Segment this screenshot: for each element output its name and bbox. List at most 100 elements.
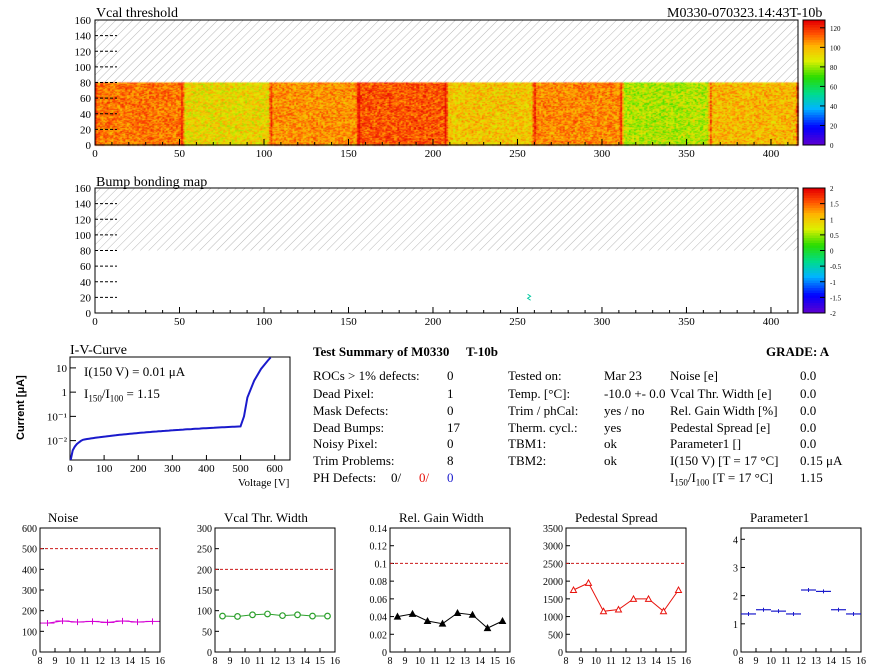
colorbar-band [803,230,825,234]
y-tick-label: 80 [80,246,92,258]
colorbar-band [803,110,825,113]
colorbar-band [803,135,825,138]
colorbar-tick-label: 60 [830,83,838,91]
data-point [629,594,638,602]
colorbar-band [803,225,825,229]
y-tick-label: 250 [197,545,212,556]
colorbar-band [803,107,825,111]
colorbar-band [803,100,825,103]
y-tick-label: 600 [22,524,37,535]
summary-value: 0.15 μA [800,453,843,468]
colorbar-band [803,278,825,281]
colorbar-band [803,253,825,256]
colorbar-band [803,75,825,78]
colorbar-tick-label: 20 [830,122,838,130]
colorbar-band [803,32,825,36]
colorbar-band [803,132,825,136]
summary-label: Dead Bumps: [313,420,385,435]
colorbar-band [803,52,825,56]
y-tick-label: 100 [22,627,37,638]
colorbar-band [803,285,825,289]
series-line [573,582,679,613]
y-tick-label: 150 [197,586,212,597]
colorbar-band [803,127,825,131]
y-tick-label: 60 [80,261,92,273]
colorbar-tick-label: 40 [830,103,838,111]
summary-label: Trim Problems: [313,453,395,468]
x-tick-label: 9 [228,656,233,667]
data-point [453,608,462,617]
chart-frame [39,527,161,653]
x-tick-label: 12 [796,656,806,667]
colorbar-band [803,115,825,118]
y-tick-label: 0 [32,648,37,659]
colorbar-band [803,50,825,53]
colorbar-band [803,82,825,86]
y-tick-label: 20 [80,292,92,304]
data-point [294,611,301,619]
x-tick-label: 12 [270,656,280,667]
colorbar-band [803,57,825,61]
y-tick-label: 3 [733,563,738,574]
data-point [279,612,286,620]
y-tick-label: 400 [22,565,37,576]
colorbar-band [803,45,825,48]
x-tick-label: 15 [315,656,325,667]
colorbar-band [803,210,825,214]
x-tick-label: 150 [340,316,357,328]
summary-value: ok [604,436,617,451]
y-tick-label: 100 [197,607,212,618]
iv-y-tick-label: 1 [62,387,68,399]
y-tick-label: 0.02 [370,630,388,641]
data-point [674,585,683,593]
summary-label: Vcal Thr. Width [e] [670,386,772,401]
colorbar-band [803,208,825,211]
summary-value: 0.0 [800,368,817,383]
colorbar-tick-label: -0.5 [830,263,842,271]
colorbar-band [803,188,825,191]
iv-x-tick-label: 200 [130,463,147,475]
summary-label: Therm. cycl.: [508,420,578,435]
bump-defect-mark [526,293,532,301]
y-tick-label: 0 [558,648,563,659]
x-tick-label: 8 [38,656,43,667]
colorbar-band [803,92,825,96]
colorbar-band [803,140,825,143]
colorbar-band [803,268,825,271]
iv-title: I-V-Curve [70,343,128,358]
colorbar-band [803,22,825,26]
colorbar-band [803,125,825,128]
y-tick-label: 140 [75,199,92,211]
data-point [219,612,226,620]
chart-frame [565,527,687,653]
colorbar-band [803,220,825,224]
data-point [483,624,492,632]
iv-x-tick-label: 100 [96,463,113,475]
colorbar-band [803,300,825,304]
data-point [569,585,578,593]
colorbar-tick-label: 120 [830,25,841,33]
colorbar-band [803,70,825,73]
x-tick-label: 8 [388,656,393,667]
colorbar-band [803,298,825,301]
colorbar-band [803,235,825,239]
colorbar-band [803,250,825,254]
ratio-label: I150/I100 [T = 17 °C] [670,470,773,488]
x-tick-label: 250 [509,316,526,328]
colorbar-band [803,223,825,226]
x-tick-label: 200 [425,148,442,160]
y-tick-label: 0 [733,648,738,659]
x-tick-label: 350 [678,316,695,328]
x-tick-label: 8 [213,656,218,667]
y-tick-label: 2500 [543,559,563,570]
y-tick-label: 0.1 [375,559,388,570]
x-tick-label: 14 [475,656,485,667]
y-tick-label: 1000 [543,613,563,624]
colorbar-band [803,190,825,194]
iv-y-tick-label: 10⁻¹ [47,411,67,423]
x-tick-label: 150 [340,148,357,160]
iv-x-tick-label: 600 [266,463,283,475]
colorbar-band [803,240,825,244]
module-id-label: M0330-070323.14:43T-10b [667,6,823,21]
summary-label: I(150 V) [T = 17 °C] [670,453,779,468]
